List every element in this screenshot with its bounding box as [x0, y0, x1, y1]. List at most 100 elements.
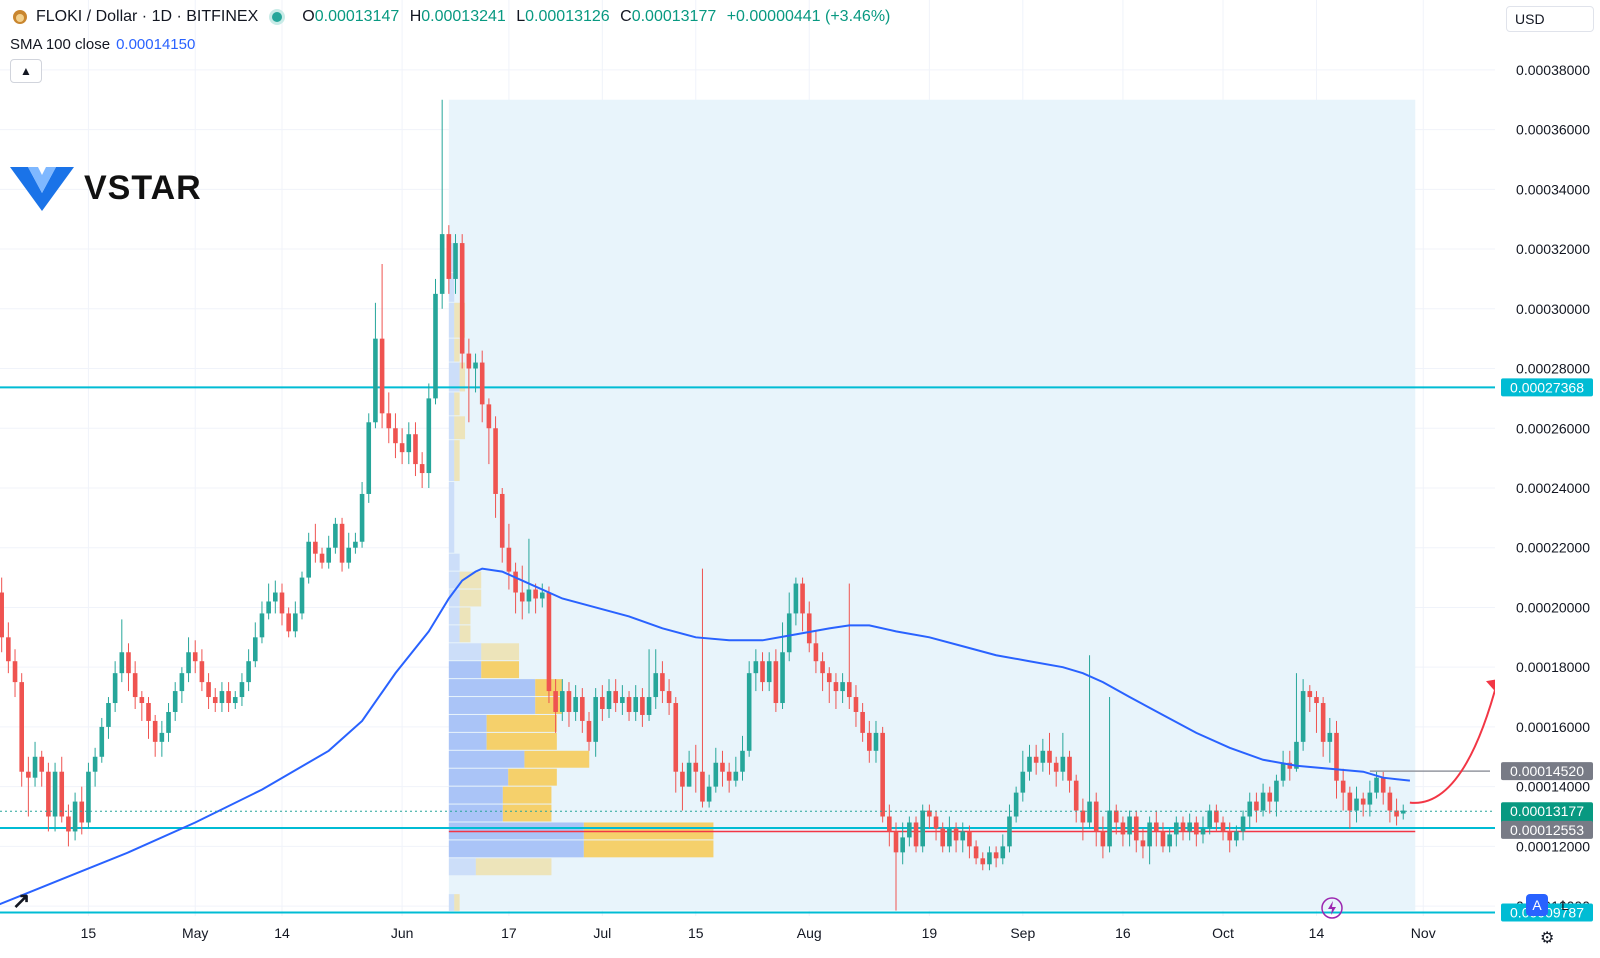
collapse-legend-button[interactable]: ▲ — [10, 59, 42, 83]
vp-bar-up — [448, 840, 584, 858]
time-axis[interactable]: 15 May 14 Jun 17 Jul 15 Aug 19 Sep 16 Oct 14 Nov — [0, 918, 1495, 958]
candle-body — [1033, 756, 1039, 763]
candle-body — [1107, 810, 1112, 847]
candle-body — [1093, 801, 1099, 832]
vp-bar-up — [448, 553, 460, 571]
last-price-label: 0.00013177 — [1510, 803, 1584, 819]
vp-bar-down — [508, 768, 557, 786]
low-label-bg — [1501, 820, 1593, 839]
gear-icon[interactable]: ⚙ — [1540, 930, 1555, 947]
vp-bar-up — [448, 643, 482, 661]
vp-bar-up — [448, 272, 455, 302]
sma-value: 0.00014150 — [116, 36, 196, 53]
candle-body — [299, 577, 305, 614]
candle-body — [439, 234, 445, 294]
candle-body — [873, 732, 879, 751]
candle-body — [880, 732, 885, 817]
candle-body — [413, 434, 418, 465]
vp-bar-down — [454, 894, 460, 912]
candle-body — [286, 613, 291, 632]
vstar-logo: VSTAR — [10, 165, 202, 211]
price-axis[interactable]: 0.00038000 0.00036000 0.00034000 0.00032000… — [1495, 0, 1600, 958]
floki-coin-icon — [13, 10, 27, 24]
sma-legend[interactable]: SMA 100 close 0.00014150 — [10, 36, 195, 53]
y-tick-label: 0.00036000 — [1516, 122, 1590, 138]
candle-body — [6, 637, 11, 662]
vp-bar-up — [448, 302, 455, 338]
zone-rect — [448, 99, 1416, 911]
candle-body — [1247, 801, 1253, 817]
y-tick-label: 0.00018000 — [1516, 659, 1590, 675]
x-tick-label: Jul — [593, 925, 611, 941]
candle-body — [940, 828, 946, 847]
candle-body — [967, 831, 972, 847]
vp-bar-up — [448, 589, 460, 607]
candle-body — [733, 771, 739, 781]
candle-body — [1047, 750, 1052, 763]
candle-body — [973, 846, 979, 859]
x-tick-label: 19 — [922, 925, 938, 941]
candle-body — [1394, 810, 1399, 817]
candle-body — [1340, 780, 1346, 793]
candle-body — [613, 691, 618, 704]
candle-body — [192, 652, 198, 662]
candle-body — [1000, 846, 1006, 859]
candle-body — [720, 762, 725, 772]
candle-body — [1120, 822, 1126, 835]
candle-body — [359, 493, 365, 542]
candle-body — [653, 673, 659, 698]
candle-body — [1214, 810, 1219, 823]
y-tick-label: 0.00026000 — [1516, 420, 1590, 436]
candle-body — [52, 771, 58, 817]
candle-body — [980, 858, 986, 865]
candle-body — [1180, 822, 1186, 832]
candle-body — [706, 786, 712, 802]
candle-body — [159, 732, 165, 742]
candle-body — [1127, 816, 1132, 835]
candle-body — [453, 243, 458, 279]
high-label-bg — [1501, 762, 1593, 781]
candle-body — [373, 338, 378, 423]
candle-body — [1240, 816, 1246, 832]
candle-body — [987, 852, 992, 865]
vp-bar-up — [448, 243, 455, 272]
currency-select[interactable]: USD — [1506, 6, 1594, 32]
candle-body — [1194, 822, 1199, 835]
candle-body — [199, 661, 205, 683]
x-tick-label: Aug — [797, 925, 822, 941]
candle-body — [1220, 822, 1226, 832]
candle-body — [1274, 780, 1279, 802]
candle-body — [713, 762, 719, 787]
log-scale-button[interactable]: L — [1561, 897, 1569, 913]
candle-body — [1040, 750, 1046, 763]
x-tick-label: Oct — [1212, 925, 1234, 941]
y-tick-label: 0.00014000 — [1516, 779, 1590, 795]
candle-body — [846, 682, 852, 698]
candle-body — [700, 771, 705, 802]
candle-body — [813, 643, 819, 662]
candle-body — [1227, 831, 1233, 841]
lightning-icon[interactable] — [1320, 896, 1344, 920]
candle-body — [212, 697, 218, 704]
candle-body — [826, 673, 832, 683]
close-value: 0.00013177 — [631, 8, 717, 25]
volume-profile — [448, 243, 1416, 912]
candle-body — [12, 661, 18, 683]
candle-body — [406, 434, 412, 453]
change-value: +0.00000441 (+3.46%) — [726, 8, 891, 25]
candle-body — [1234, 831, 1239, 841]
candle-body — [92, 756, 98, 772]
candle-body — [1147, 822, 1152, 847]
vp-bar-down — [459, 571, 482, 589]
sma-polyline — [0, 567, 1411, 906]
auto-scale-button[interactable]: A — [1526, 894, 1548, 916]
candle-body — [266, 601, 271, 614]
candle-body — [119, 652, 125, 674]
candle-body — [166, 711, 171, 733]
candle-body — [559, 691, 565, 712]
candle-body — [319, 553, 325, 563]
candle-body — [1254, 801, 1259, 811]
symbol-title[interactable]: FLOKI / Dollar · 1D · BITFINEX — [36, 8, 259, 25]
support-resistance-levels[interactable] — [0, 386, 1495, 914]
